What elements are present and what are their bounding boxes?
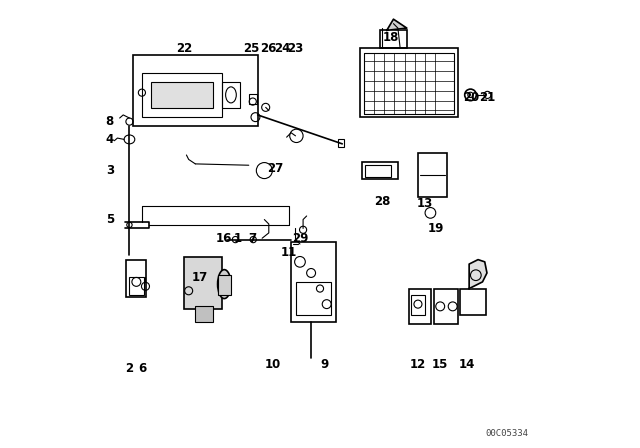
Text: 28: 28 xyxy=(374,195,390,208)
Bar xyxy=(195,306,213,322)
Text: 10: 10 xyxy=(265,358,282,371)
Text: 22: 22 xyxy=(176,42,193,55)
Bar xyxy=(249,94,257,104)
Bar xyxy=(360,48,458,117)
Bar xyxy=(129,277,144,295)
Bar xyxy=(133,55,258,126)
Text: 14: 14 xyxy=(459,358,475,371)
Bar xyxy=(412,295,424,315)
Text: 26: 26 xyxy=(260,42,277,55)
Text: 11: 11 xyxy=(281,246,297,259)
Bar xyxy=(126,260,147,297)
Bar xyxy=(184,258,222,309)
Bar xyxy=(365,165,391,177)
Text: 23: 23 xyxy=(287,42,303,55)
Text: 12: 12 xyxy=(410,358,426,371)
Polygon shape xyxy=(469,260,487,289)
Text: 25: 25 xyxy=(243,42,259,55)
Text: 16: 16 xyxy=(216,232,232,245)
Text: 15: 15 xyxy=(432,358,449,371)
Bar xyxy=(142,73,222,117)
Text: 18: 18 xyxy=(383,30,399,43)
Text: 19: 19 xyxy=(428,222,444,235)
Bar xyxy=(433,289,458,324)
Bar xyxy=(364,52,454,114)
Text: 20: 20 xyxy=(463,90,479,103)
Text: 4: 4 xyxy=(106,133,114,146)
Bar xyxy=(418,153,447,197)
Bar xyxy=(222,82,240,108)
Text: 7: 7 xyxy=(248,232,257,245)
Bar xyxy=(380,30,407,48)
Text: 6: 6 xyxy=(138,362,146,375)
Text: 29: 29 xyxy=(292,232,308,245)
Ellipse shape xyxy=(218,270,231,298)
Text: 21: 21 xyxy=(479,90,495,103)
Text: 27: 27 xyxy=(268,162,284,175)
Text: 3: 3 xyxy=(106,164,114,177)
Polygon shape xyxy=(387,19,407,30)
Text: 00C05334: 00C05334 xyxy=(486,429,529,438)
Text: 13: 13 xyxy=(417,198,433,211)
Bar xyxy=(409,289,431,324)
Text: 24: 24 xyxy=(274,42,291,55)
Text: 1: 1 xyxy=(234,232,242,245)
Bar xyxy=(291,242,335,322)
Bar xyxy=(296,282,331,315)
Bar xyxy=(218,275,231,295)
Bar xyxy=(362,162,398,180)
Bar xyxy=(338,139,344,147)
Text: 17: 17 xyxy=(191,271,208,284)
Text: 2: 2 xyxy=(125,362,134,375)
Bar xyxy=(151,82,213,108)
Text: 5: 5 xyxy=(106,213,114,226)
Text: 8: 8 xyxy=(106,115,114,128)
Text: 9: 9 xyxy=(321,358,328,371)
Bar xyxy=(460,289,486,315)
